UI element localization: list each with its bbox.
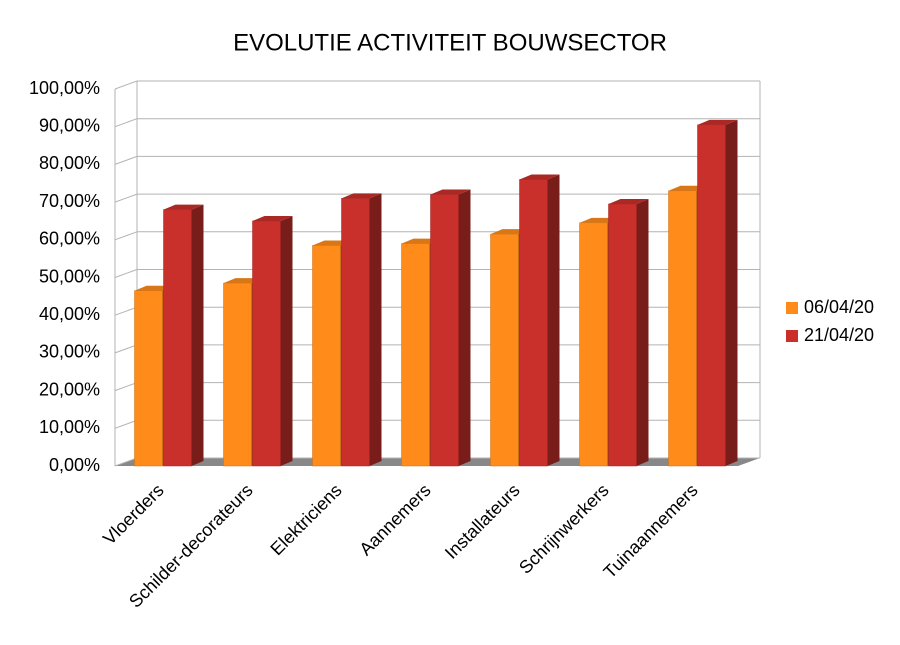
y-tick-label: 60,00% [39,229,100,249]
bar-side [369,193,382,466]
bar [341,193,382,467]
bar [697,119,738,467]
x-tick-label: Aannemers [355,480,434,559]
legend-label: 06/04/20 [804,297,874,317]
bar-top [252,215,293,221]
y-tick-label: 40,00% [39,304,100,324]
bar-front [401,243,430,467]
y-tick-label: 10,00% [39,417,100,437]
grid-line [114,80,138,90]
bar-side [636,198,649,467]
bar-front [579,222,608,467]
y-tick-label: 100,00% [29,78,100,98]
bar-front [223,282,252,467]
legend-swatch [786,302,798,314]
bar [519,174,560,467]
bar-front [519,179,548,467]
bar-side [725,119,738,466]
bar [252,215,293,467]
grid-line [114,382,138,392]
grid-line [114,269,138,278]
bar [608,198,649,467]
bar-side [280,215,293,466]
x-tick-label: Installateurs [441,480,524,563]
bar-front [490,233,519,467]
legend-label: 21/04/20 [804,325,874,345]
bar [163,204,204,467]
bar-front [430,194,459,467]
grid-line [114,118,138,128]
chart-title: EVOLUTIE ACTIVITEIT BOUWSECTOR [233,29,667,56]
legend-swatch [786,330,798,342]
grid-line [114,344,138,354]
y-tick-label: 30,00% [39,342,100,362]
bar-top [341,193,382,199]
bar-front [697,124,726,467]
bar-top [697,119,738,125]
bar-front [252,220,281,467]
y-tick-label: 0,00% [49,455,100,475]
y-tick-label: 90,00% [39,115,100,135]
grid-line [114,193,138,203]
grid-line [114,457,138,467]
x-tick-label: Schrijnwerkers [515,480,613,578]
bar-front [134,290,163,467]
bar-top [519,174,560,180]
bar-front [608,203,637,467]
bar-side [191,204,204,466]
y-tick-label: 70,00% [39,191,100,211]
x-tick-label: Tuinaannemers [600,480,702,582]
bar-front [341,198,370,467]
bar [430,189,471,467]
y-tick-label: 50,00% [39,266,100,286]
x-tick-label: Elektriciens [266,480,345,559]
grid-line [114,231,138,241]
grid-line [114,306,138,316]
y-tick-label: 20,00% [39,379,100,399]
bar-front [163,209,192,467]
grid-line [114,155,138,165]
bar-top [608,198,649,204]
bar-top [430,189,471,195]
bar-side [547,174,560,467]
bar-front [312,245,341,467]
grid-line [114,419,138,429]
x-tick-label: Vloerders [99,480,168,549]
bar-top [163,204,204,210]
bar-side [458,189,471,466]
y-tick-label: 80,00% [39,153,100,173]
bar-front [668,190,697,467]
